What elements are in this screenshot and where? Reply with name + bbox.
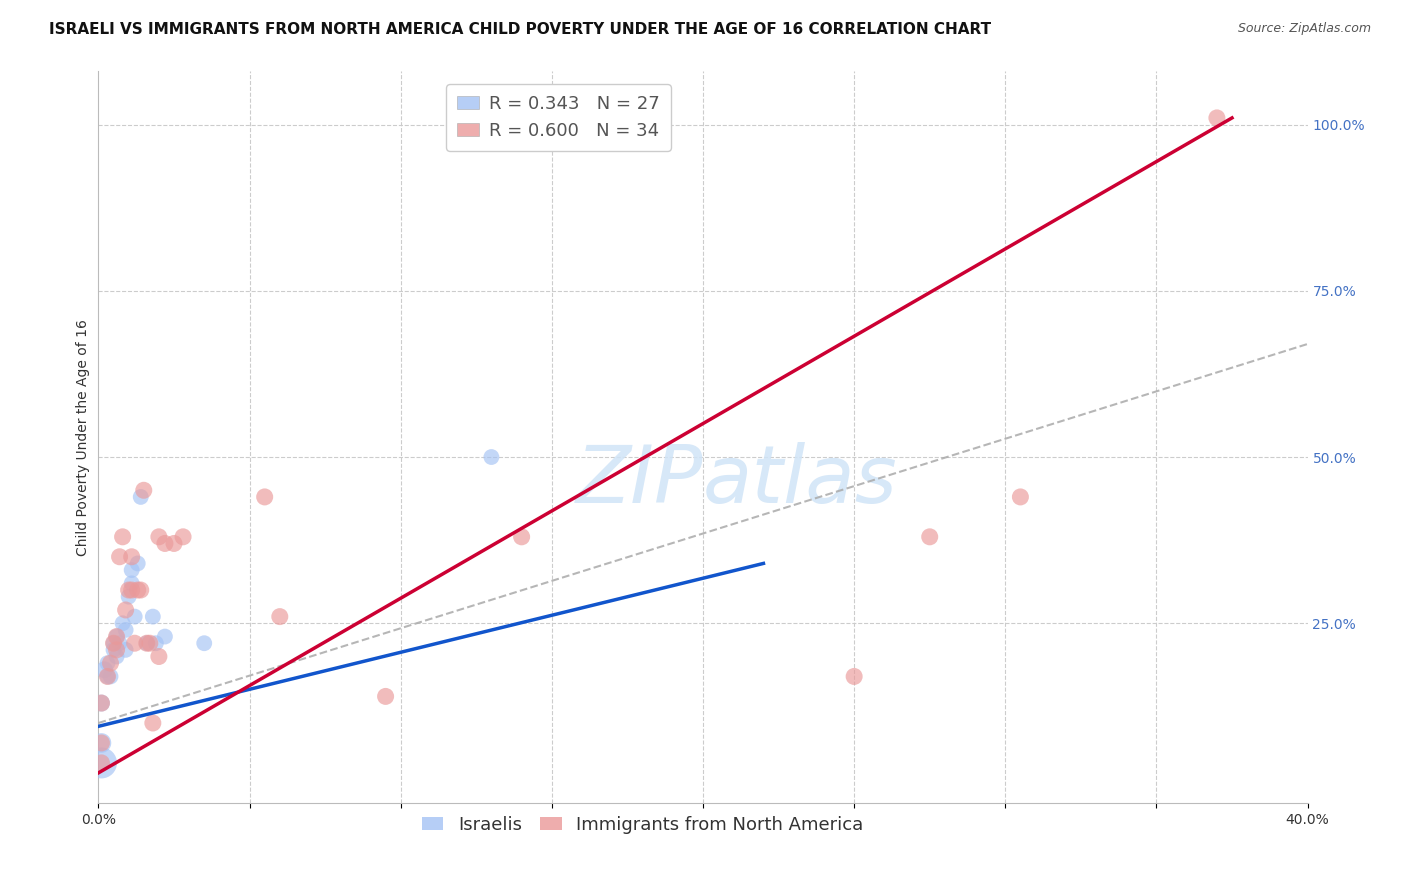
- Y-axis label: Child Poverty Under the Age of 16: Child Poverty Under the Age of 16: [76, 318, 90, 556]
- Point: [111, 616, 134, 631]
- Text: Source: ZipAtlas.com: Source: ZipAtlas.com: [1237, 22, 1371, 36]
- Point: [105, 630, 128, 644]
- Point: [90, 696, 112, 710]
- Point: [139, 636, 162, 650]
- Point: [844, 669, 866, 683]
- Legend: Israelis, Immigrants from North America: Israelis, Immigrants from North America: [415, 809, 870, 841]
- Point: [111, 530, 134, 544]
- Point: [121, 582, 143, 597]
- Point: [135, 636, 157, 650]
- Point: [114, 623, 136, 637]
- Point: [118, 590, 141, 604]
- Point: [108, 636, 131, 650]
- Point: [100, 669, 122, 683]
- Point: [135, 636, 157, 650]
- Point: [129, 490, 152, 504]
- Point: [108, 549, 131, 564]
- Point: [172, 530, 194, 544]
- Point: [103, 643, 125, 657]
- Text: ZIP: ZIP: [575, 442, 703, 520]
- Point: [374, 690, 396, 704]
- Point: [145, 636, 167, 650]
- Point: [121, 549, 143, 564]
- Point: [100, 656, 122, 670]
- Point: [96, 656, 118, 670]
- Point: [142, 609, 165, 624]
- Point: [1010, 490, 1032, 504]
- Point: [510, 530, 533, 544]
- Point: [153, 630, 176, 644]
- Point: [93, 663, 115, 677]
- Point: [127, 557, 149, 571]
- Point: [103, 636, 125, 650]
- Point: [193, 636, 215, 650]
- Point: [269, 609, 291, 624]
- Point: [1206, 111, 1229, 125]
- Point: [105, 630, 128, 644]
- Point: [148, 530, 170, 544]
- Point: [103, 636, 125, 650]
- Point: [132, 483, 155, 498]
- Point: [121, 576, 143, 591]
- Point: [124, 609, 146, 624]
- Point: [114, 643, 136, 657]
- Point: [90, 736, 112, 750]
- Point: [163, 536, 186, 550]
- Point: [105, 649, 128, 664]
- Point: [90, 756, 112, 770]
- Point: [148, 649, 170, 664]
- Point: [105, 643, 128, 657]
- Point: [90, 756, 112, 770]
- Point: [124, 636, 146, 650]
- Point: [129, 582, 152, 597]
- Point: [121, 563, 143, 577]
- Point: [118, 582, 141, 597]
- Point: [90, 736, 112, 750]
- Point: [90, 696, 112, 710]
- Point: [96, 669, 118, 683]
- Text: ISRAELI VS IMMIGRANTS FROM NORTH AMERICA CHILD POVERTY UNDER THE AGE OF 16 CORRE: ISRAELI VS IMMIGRANTS FROM NORTH AMERICA…: [49, 22, 991, 37]
- Point: [481, 450, 503, 464]
- Point: [114, 603, 136, 617]
- Point: [142, 716, 165, 731]
- Point: [918, 530, 941, 544]
- Point: [127, 582, 149, 597]
- Text: atlas: atlas: [703, 442, 898, 520]
- Point: [96, 669, 118, 683]
- Point: [253, 490, 276, 504]
- Point: [153, 536, 176, 550]
